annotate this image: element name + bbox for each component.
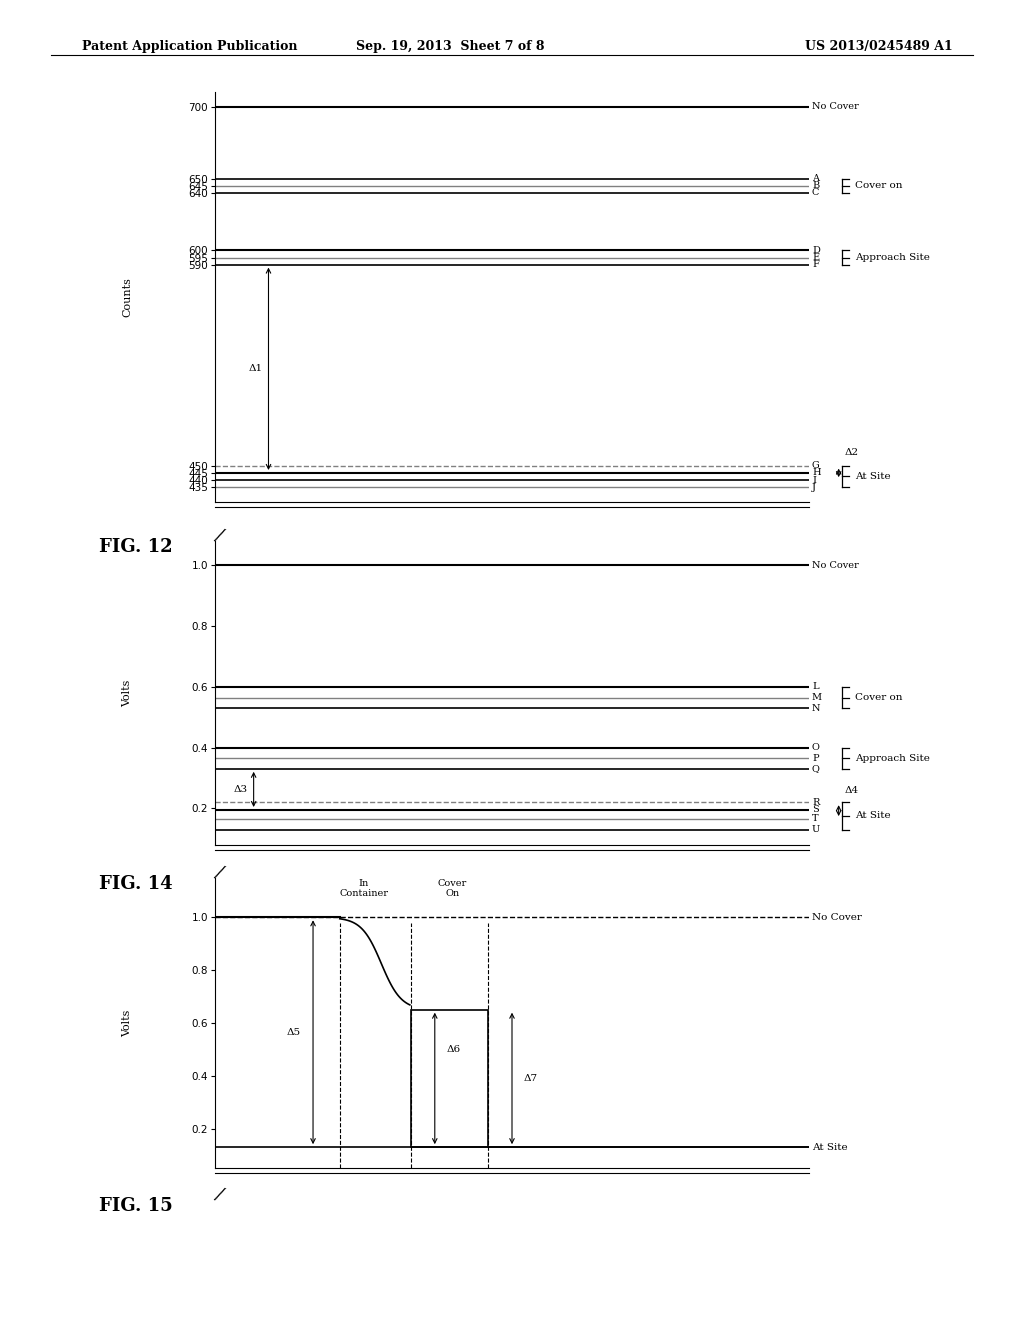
Text: FIG. 15: FIG. 15 bbox=[99, 1197, 173, 1216]
Text: Cover on: Cover on bbox=[855, 693, 902, 702]
Text: At Site: At Site bbox=[855, 812, 890, 821]
Text: A: A bbox=[812, 174, 819, 183]
Text: E: E bbox=[812, 253, 819, 261]
Text: T: T bbox=[812, 814, 818, 824]
Text: At Site: At Site bbox=[812, 1143, 848, 1151]
Text: J: J bbox=[812, 483, 816, 492]
Text: Δ7: Δ7 bbox=[524, 1074, 538, 1082]
Text: Approach Site: Approach Site bbox=[855, 754, 930, 763]
Text: Δ5: Δ5 bbox=[287, 1028, 301, 1036]
Text: FIG. 12: FIG. 12 bbox=[99, 539, 173, 557]
Text: H: H bbox=[812, 469, 820, 478]
Text: Δ2: Δ2 bbox=[845, 447, 859, 457]
Y-axis label: Counts: Counts bbox=[122, 277, 132, 317]
Text: U: U bbox=[812, 825, 820, 834]
Text: F: F bbox=[812, 260, 819, 269]
Text: Δ1: Δ1 bbox=[249, 364, 262, 374]
Text: P: P bbox=[812, 754, 818, 763]
Text: Δ3: Δ3 bbox=[233, 785, 248, 793]
Text: G: G bbox=[812, 461, 819, 470]
Text: R: R bbox=[812, 797, 819, 807]
Text: N: N bbox=[812, 704, 820, 713]
Text: O: O bbox=[812, 743, 820, 752]
Text: No Cover: No Cover bbox=[812, 561, 859, 570]
Text: ⁄: ⁄ bbox=[216, 1185, 223, 1205]
Text: No Cover: No Cover bbox=[812, 102, 859, 111]
Text: Approach Site: Approach Site bbox=[855, 253, 930, 261]
Text: I: I bbox=[812, 475, 816, 484]
Text: S: S bbox=[812, 805, 818, 814]
Text: In
Container: In Container bbox=[339, 879, 388, 899]
Text: Δ6: Δ6 bbox=[446, 1045, 461, 1053]
Bar bbox=[411, 1010, 488, 1147]
Text: ⁄: ⁄ bbox=[216, 863, 223, 882]
Text: M: M bbox=[812, 693, 822, 702]
Text: No Cover: No Cover bbox=[812, 913, 862, 921]
Text: C: C bbox=[812, 189, 819, 198]
Text: Cover on: Cover on bbox=[855, 181, 902, 190]
Text: Q: Q bbox=[812, 764, 820, 774]
Text: At Site: At Site bbox=[855, 473, 890, 480]
Text: FIG. 14: FIG. 14 bbox=[99, 875, 173, 894]
Y-axis label: Volts: Volts bbox=[122, 680, 132, 706]
Text: D: D bbox=[812, 246, 820, 255]
Text: Δ4: Δ4 bbox=[845, 787, 859, 796]
Text: Patent Application Publication: Patent Application Publication bbox=[82, 40, 297, 53]
Text: US 2013/0245489 A1: US 2013/0245489 A1 bbox=[805, 40, 952, 53]
Text: L: L bbox=[812, 682, 818, 692]
Text: Cover
On: Cover On bbox=[438, 879, 467, 899]
Y-axis label: Volts: Volts bbox=[122, 1010, 132, 1036]
Text: ⁄: ⁄ bbox=[216, 527, 223, 545]
Text: B: B bbox=[812, 181, 819, 190]
Text: Sep. 19, 2013  Sheet 7 of 8: Sep. 19, 2013 Sheet 7 of 8 bbox=[356, 40, 545, 53]
